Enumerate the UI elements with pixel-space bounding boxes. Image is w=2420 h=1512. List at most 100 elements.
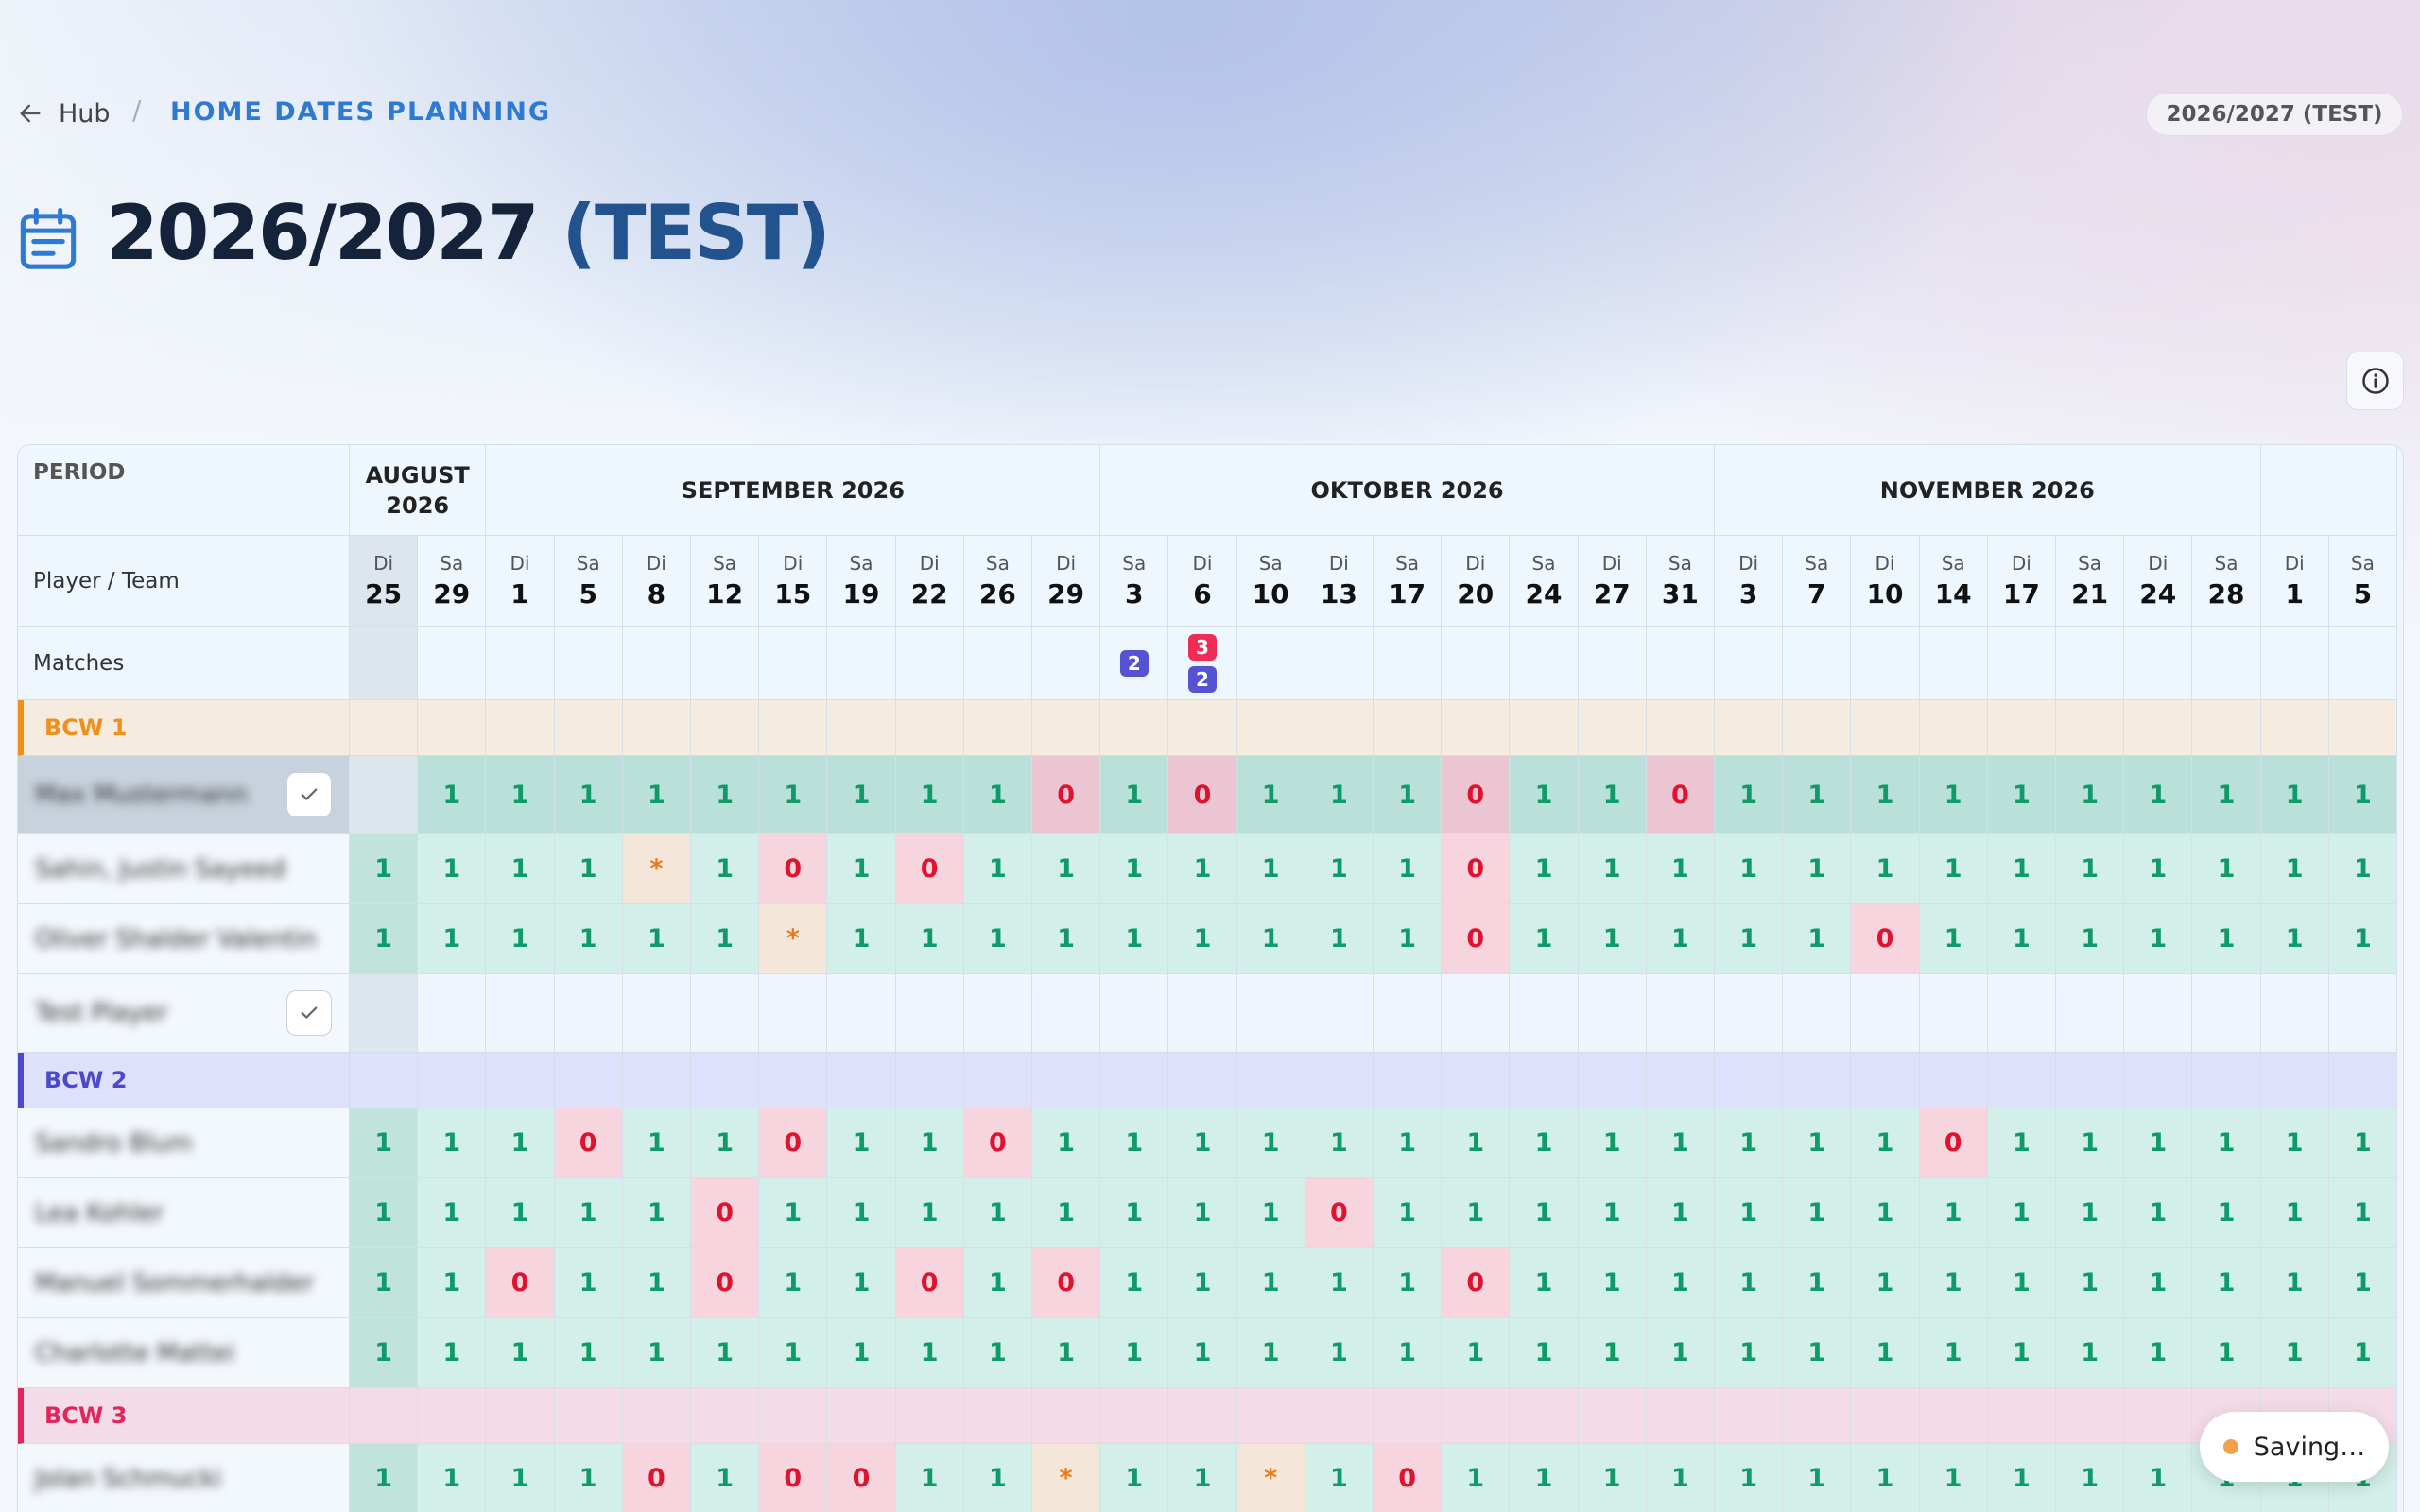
availability-cell[interactable] (2260, 974, 2329, 1053)
availability-cell[interactable]: 1 (827, 1248, 896, 1318)
availability-cell[interactable]: 1 (1032, 904, 1101, 974)
availability-cell[interactable]: 1 (2056, 834, 2125, 904)
availability-cell[interactable]: 1 (1646, 834, 1715, 904)
availability-cell[interactable]: 1 (1919, 1444, 1988, 1512)
availability-cell[interactable]: 1 (1715, 1318, 1784, 1388)
availability-cell[interactable] (827, 974, 896, 1053)
availability-cell[interactable]: 1 (1783, 1248, 1852, 1318)
availability-cell[interactable]: 1 (1100, 904, 1169, 974)
availability-cell[interactable]: 1 (554, 756, 623, 834)
availability-cell[interactable]: 1 (2260, 904, 2329, 974)
back-link[interactable]: Hub (17, 96, 111, 130)
availability-cell[interactable]: 1 (1851, 1108, 1920, 1178)
availability-cell[interactable]: 1 (1100, 1108, 1169, 1178)
availability-cell[interactable]: 1 (1646, 1108, 1715, 1178)
availability-cell[interactable]: * (1236, 1444, 1305, 1512)
availability-cell[interactable] (1168, 974, 1237, 1053)
availability-cell[interactable] (486, 974, 555, 1053)
availability-cell[interactable]: 0 (759, 1108, 828, 1178)
availability-cell[interactable]: 1 (1510, 1248, 1579, 1318)
availability-cell[interactable]: 1 (2260, 1318, 2329, 1388)
availability-cell[interactable]: 1 (1374, 1248, 1443, 1318)
availability-cell[interactable]: * (622, 834, 691, 904)
availability-cell[interactable]: 1 (1578, 1444, 1647, 1512)
availability-cell[interactable]: 1 (418, 1318, 487, 1388)
availability-cell[interactable]: 1 (1510, 904, 1579, 974)
availability-cell[interactable]: 0 (1442, 834, 1511, 904)
availability-cell[interactable] (691, 974, 760, 1053)
availability-cell[interactable]: 1 (622, 1178, 691, 1248)
availability-cell[interactable]: 1 (895, 1108, 964, 1178)
availability-cell[interactable]: 1 (1783, 904, 1852, 974)
availability-cell[interactable]: 1 (691, 1108, 760, 1178)
availability-cell[interactable]: 1 (963, 904, 1032, 974)
availability-cell[interactable]: 1 (2328, 834, 2397, 904)
availability-cell[interactable]: 1 (1783, 834, 1852, 904)
availability-cell[interactable] (1646, 974, 1715, 1053)
availability-cell[interactable]: 1 (759, 1248, 828, 1318)
availability-cell[interactable]: 1 (2192, 756, 2261, 834)
availability-cell[interactable]: 1 (1305, 756, 1374, 834)
availability-cell[interactable]: 1 (1987, 1318, 2056, 1388)
availability-cell[interactable]: 0 (1032, 756, 1101, 834)
availability-cell[interactable]: 1 (1510, 1178, 1579, 1248)
availability-cell[interactable]: 1 (2328, 1108, 2397, 1178)
availability-cell[interactable]: 0 (759, 834, 828, 904)
availability-cell[interactable] (554, 974, 623, 1053)
availability-cell[interactable]: 1 (1715, 1178, 1784, 1248)
availability-cell[interactable]: 0 (963, 1108, 1032, 1178)
availability-cell[interactable]: 1 (1305, 904, 1374, 974)
availability-cell[interactable]: 1 (1987, 1248, 2056, 1318)
availability-cell[interactable]: 1 (2328, 1318, 2397, 1388)
availability-cell[interactable]: 0 (1442, 756, 1511, 834)
availability-cell[interactable]: 1 (1646, 904, 1715, 974)
availability-cell[interactable]: 1 (1510, 756, 1579, 834)
availability-cell[interactable]: 1 (1851, 1248, 1920, 1318)
availability-cell[interactable] (1374, 974, 1443, 1053)
availability-cell[interactable]: 1 (418, 1178, 487, 1248)
availability-cell[interactable]: * (759, 904, 828, 974)
availability-cell[interactable]: 1 (350, 1318, 419, 1388)
availability-cell[interactable]: 1 (554, 904, 623, 974)
availability-cell[interactable] (1236, 974, 1305, 1053)
availability-cell[interactable] (963, 974, 1032, 1053)
availability-cell[interactable]: 1 (2124, 1108, 2193, 1178)
availability-cell[interactable]: 0 (691, 1248, 760, 1318)
availability-cell[interactable]: 0 (691, 1178, 760, 1248)
availability-cell[interactable]: 1 (895, 1178, 964, 1248)
availability-cell[interactable] (1510, 974, 1579, 1053)
availability-cell[interactable] (895, 974, 964, 1053)
availability-cell[interactable]: 1 (1715, 1108, 1784, 1178)
availability-cell[interactable]: 1 (1374, 1318, 1443, 1388)
availability-cell[interactable]: 1 (2124, 756, 2193, 834)
availability-cell[interactable]: 1 (1919, 1318, 1988, 1388)
availability-cell[interactable]: 1 (2192, 904, 2261, 974)
availability-cell[interactable]: 1 (1646, 1318, 1715, 1388)
availability-cell[interactable]: 1 (350, 1178, 419, 1248)
availability-cell[interactable]: 1 (1236, 904, 1305, 974)
availability-cell[interactable]: 1 (1783, 1108, 1852, 1178)
availability-cell[interactable]: 1 (2124, 1318, 2193, 1388)
availability-cell[interactable]: 1 (1578, 834, 1647, 904)
availability-cell[interactable]: 1 (691, 904, 760, 974)
availability-cell[interactable]: 1 (2192, 1248, 2261, 1318)
availability-cell[interactable]: 1 (1374, 1108, 1443, 1178)
availability-cell[interactable]: 1 (350, 1108, 419, 1178)
availability-cell[interactable]: 1 (691, 756, 760, 834)
availability-cell[interactable]: 1 (2056, 756, 2125, 834)
availability-cell[interactable]: 1 (1442, 1108, 1511, 1178)
availability-cell[interactable]: 1 (1987, 834, 2056, 904)
availability-cell[interactable]: 0 (1442, 904, 1511, 974)
availability-cell[interactable]: 1 (691, 1318, 760, 1388)
availability-cell[interactable]: 1 (2328, 1178, 2397, 1248)
availability-cell[interactable]: 1 (759, 756, 828, 834)
availability-cell[interactable] (2192, 974, 2261, 1053)
availability-cell[interactable]: 1 (1987, 1108, 2056, 1178)
availability-cell[interactable]: 1 (2260, 1248, 2329, 1318)
availability-cell[interactable]: 1 (1032, 834, 1101, 904)
availability-cell[interactable]: 1 (622, 1108, 691, 1178)
availability-cell[interactable] (1919, 974, 1988, 1053)
availability-cell[interactable]: 1 (1715, 1444, 1784, 1512)
availability-cell[interactable]: 1 (2260, 1108, 2329, 1178)
availability-cell[interactable]: 1 (1374, 1178, 1443, 1248)
